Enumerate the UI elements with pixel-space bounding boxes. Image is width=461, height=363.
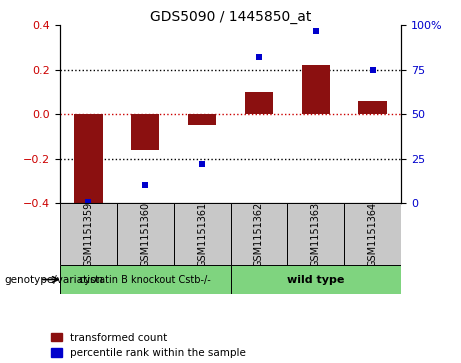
Text: GSM1151360: GSM1151360 — [140, 201, 150, 267]
Bar — [174, 203, 230, 265]
Bar — [230, 265, 401, 294]
Point — [198, 161, 206, 167]
Bar — [344, 203, 401, 265]
Bar — [287, 203, 344, 265]
Text: cystatin B knockout Cstb-/-: cystatin B knockout Cstb-/- — [79, 274, 211, 285]
Text: GSM1151363: GSM1151363 — [311, 201, 321, 267]
Bar — [131, 114, 160, 150]
Text: GSM1151364: GSM1151364 — [367, 201, 378, 267]
Bar — [74, 114, 102, 208]
Text: GSM1151361: GSM1151361 — [197, 201, 207, 267]
Legend: transformed count, percentile rank within the sample: transformed count, percentile rank withi… — [51, 333, 246, 358]
Point — [142, 183, 149, 188]
Bar — [230, 203, 287, 265]
Text: genotype/variation: genotype/variation — [5, 274, 104, 285]
Point — [312, 28, 319, 34]
Bar — [188, 114, 216, 126]
Bar — [60, 265, 230, 294]
Bar — [245, 92, 273, 114]
Text: GSM1151362: GSM1151362 — [254, 201, 264, 267]
Text: wild type: wild type — [287, 274, 344, 285]
Point — [369, 67, 376, 73]
Point — [85, 199, 92, 204]
Bar — [358, 101, 387, 114]
Bar — [117, 203, 174, 265]
Bar — [301, 65, 330, 114]
Bar — [60, 203, 117, 265]
Point — [255, 54, 263, 60]
Title: GDS5090 / 1445850_at: GDS5090 / 1445850_at — [150, 11, 311, 24]
Text: GSM1151359: GSM1151359 — [83, 201, 94, 267]
